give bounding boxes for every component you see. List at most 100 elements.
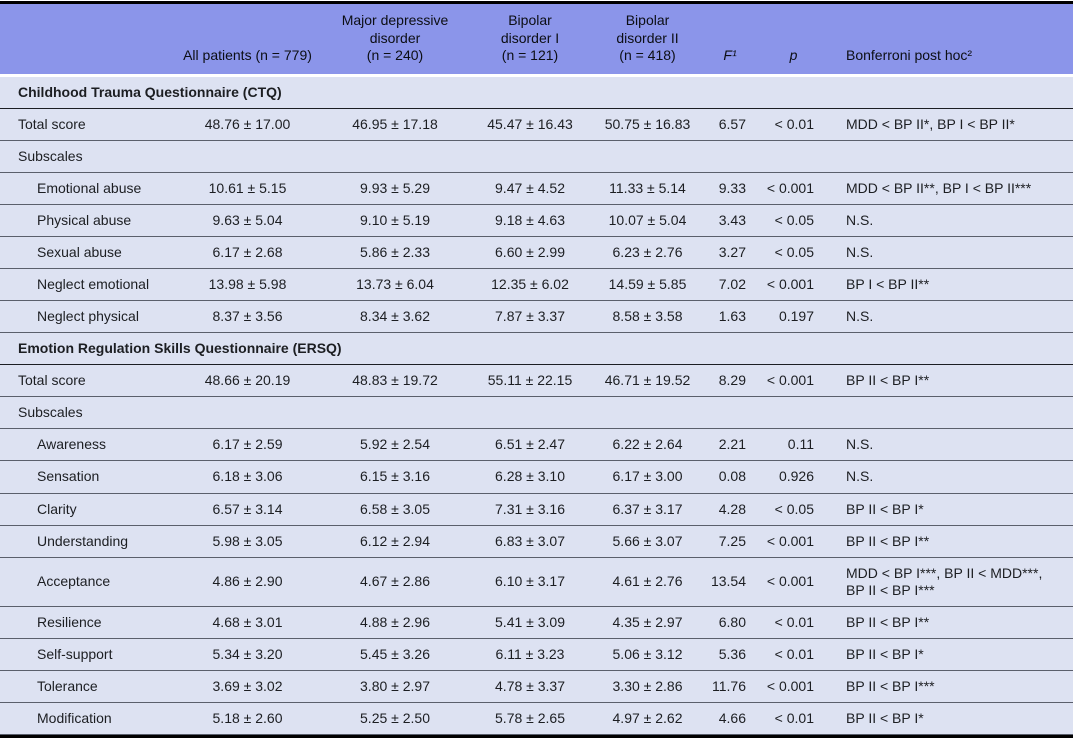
cell-posthoc: MDD < BP II**, BP I < BP II*** (832, 172, 1073, 205)
cell-posthoc: N.S. (832, 460, 1073, 494)
cell-bipolar-1: 6.51 ± 2.47 (470, 428, 590, 462)
cell-mdd: 5.92 ± 2.54 (320, 428, 470, 462)
cell-f-statistic: 4.66 (705, 702, 755, 736)
cell-all-patients: 48.76 ± 17.00 (175, 108, 320, 141)
cell-bipolar-2: 11.33 ± 5.14 (590, 172, 705, 205)
cell-posthoc: N.S. (832, 236, 1073, 269)
cell-all-patients: 4.86 ± 2.90 (175, 557, 320, 607)
cell-posthoc: BP II < BP I** (832, 606, 1073, 639)
row-label: Awareness (0, 428, 175, 462)
cell-bipolar-1: 5.41 ± 3.09 (470, 606, 590, 639)
cell-all-patients: 6.57 ± 3.14 (175, 493, 320, 526)
table-row: Tolerance 3.69 ± 3.02 3.80 ± 2.97 4.78 ± 3.… (0, 670, 1073, 704)
cell-p-value: < 0.05 (755, 493, 832, 526)
cell-p-value: < 0.001 (755, 172, 832, 205)
cell-p-value: < 0.01 (755, 606, 832, 639)
col-header-bipolar-2: Bipolar disorder II (n = 418) (590, 4, 705, 77)
table-row: Neglect emotional 13.98 ± 5.98 13.73 ± 6.0… (0, 268, 1073, 302)
row-label: Emotional abuse (0, 172, 175, 205)
cell-bipolar-1: 5.78 ± 2.65 (470, 702, 590, 736)
cell-mdd: 48.83 ± 19.72 (320, 364, 470, 398)
row-label: Sensation (0, 460, 175, 494)
cell-bipolar-1: 9.18 ± 4.63 (470, 204, 590, 237)
cell-bipolar-1: 6.11 ± 3.23 (470, 638, 590, 671)
cell-mdd: 5.45 ± 3.26 (320, 638, 470, 671)
cell-bipolar-2: 6.22 ± 2.64 (590, 428, 705, 462)
row-label: Clarity (0, 493, 175, 526)
table-row: Total score 48.66 ± 20.19 48.83 ± 19.72 55.… (0, 364, 1073, 398)
row-label: Self-support (0, 638, 175, 671)
cell-p-value: < 0.01 (755, 638, 832, 671)
table-row: Self-support 5.34 ± 3.20 5.45 ± 3.26 6.11 ±… (0, 638, 1073, 671)
cell-all-patients: 5.34 ± 3.20 (175, 638, 320, 671)
cell-f-statistic: 0.08 (705, 460, 755, 494)
cell-mdd: 6.15 ± 3.16 (320, 460, 470, 494)
cell-posthoc: BP II < BP I* (832, 638, 1073, 671)
cell-bipolar-1: 6.10 ± 3.17 (470, 557, 590, 607)
cell-p-value: < 0.05 (755, 236, 832, 269)
cell-mdd: 5.86 ± 2.33 (320, 236, 470, 269)
col-header-all-patients: All patients (n = 779) (175, 4, 320, 77)
row-label: Total score (0, 108, 175, 141)
cell-posthoc: MDD < BP II*, BP I < BP II* (832, 108, 1073, 141)
row-label: Sexual abuse (0, 236, 175, 269)
row-label: Acceptance (0, 557, 175, 607)
col-header-mdd: Major depressive disorder (n = 240) (320, 4, 470, 77)
cell-posthoc: N.S. (832, 428, 1073, 462)
cell-posthoc: N.S. (832, 300, 1073, 334)
subheader-label: Subscales (0, 140, 1073, 173)
cell-bipolar-2: 4.97 ± 2.62 (590, 702, 705, 736)
cell-mdd: 46.95 ± 17.18 (320, 108, 470, 141)
cell-f-statistic: 8.29 (705, 364, 755, 398)
cell-posthoc: N.S. (832, 204, 1073, 237)
cell-posthoc: BP II < BP I** (832, 525, 1073, 558)
cell-f-statistic: 2.21 (705, 428, 755, 462)
cell-mdd: 6.58 ± 3.05 (320, 493, 470, 526)
table-body: Childhood Trauma Questionnaire (CTQ) Tota… (0, 75, 1073, 736)
cell-mdd: 6.12 ± 2.94 (320, 525, 470, 558)
cell-bipolar-1: 55.11 ± 22.15 (470, 364, 590, 398)
row-label: Neglect emotional (0, 268, 175, 302)
col-header-empty (0, 4, 175, 77)
col-header-f-statistic: F¹ (705, 4, 755, 77)
cell-all-patients: 5.18 ± 2.60 (175, 702, 320, 736)
table-row: Sensation 6.18 ± 3.06 6.15 ± 3.16 6.28 ± 3.… (0, 460, 1073, 494)
cell-f-statistic: 11.76 (705, 670, 755, 704)
subheader-label: Subscales (0, 396, 1073, 430)
cell-bipolar-1: 12.35 ± 6.02 (470, 268, 590, 302)
cell-f-statistic: 1.63 (705, 300, 755, 334)
cell-posthoc: BP II < BP I* (832, 493, 1073, 526)
cell-bipolar-2: 6.17 ± 3.00 (590, 460, 705, 494)
table-row: Resilience 4.68 ± 3.01 4.88 ± 2.96 5.41 ± 3… (0, 606, 1073, 639)
cell-bipolar-1: 7.31 ± 3.16 (470, 493, 590, 526)
cell-bipolar-2: 6.23 ± 2.76 (590, 236, 705, 269)
row-label: Understanding (0, 525, 175, 558)
cell-p-value: < 0.001 (755, 364, 832, 398)
section-header-row: Childhood Trauma Questionnaire (CTQ) (0, 75, 1073, 109)
cell-all-patients: 6.17 ± 2.59 (175, 428, 320, 462)
subheader-row: Subscales (0, 140, 1073, 173)
row-label: Neglect physical (0, 300, 175, 334)
cell-all-patients: 13.98 ± 5.98 (175, 268, 320, 302)
row-label: Modification (0, 702, 175, 736)
col-header-bipolar-1: Bipolar disorder I (n = 121) (470, 4, 590, 77)
cell-bipolar-2: 4.61 ± 2.76 (590, 557, 705, 607)
table-row: Understanding 5.98 ± 3.05 6.12 ± 2.94 6.83 … (0, 525, 1073, 558)
table-row: Acceptance 4.86 ± 2.90 4.67 ± 2.86 6.10 ± 3… (0, 557, 1073, 607)
row-label: Total score (0, 364, 175, 398)
cell-bipolar-2: 14.59 ± 5.85 (590, 268, 705, 302)
cell-bipolar-1: 4.78 ± 3.37 (470, 670, 590, 704)
cell-p-value: < 0.001 (755, 670, 832, 704)
table-row: Modification 5.18 ± 2.60 5.25 ± 2.50 5.78 ±… (0, 702, 1073, 736)
cell-bipolar-2: 50.75 ± 16.83 (590, 108, 705, 141)
cell-f-statistic: 7.02 (705, 268, 755, 302)
section-title: Emotion Regulation Skills Questionnaire … (0, 332, 1073, 366)
table-row: Physical abuse 9.63 ± 5.04 9.10 ± 5.19 9.18… (0, 204, 1073, 237)
cell-p-value: < 0.001 (755, 557, 832, 607)
cell-all-patients: 6.17 ± 2.68 (175, 236, 320, 269)
col-header-posthoc: Bonferroni post hoc² (832, 4, 1073, 77)
cell-mdd: 3.80 ± 2.97 (320, 670, 470, 704)
cell-bipolar-1: 6.83 ± 3.07 (470, 525, 590, 558)
cell-mdd: 4.67 ± 2.86 (320, 557, 470, 607)
cell-bipolar-2: 4.35 ± 2.97 (590, 606, 705, 639)
